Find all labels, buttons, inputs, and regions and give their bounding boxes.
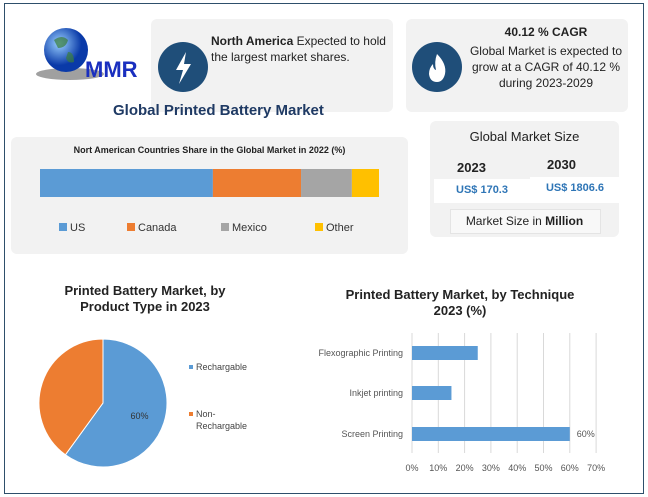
pie-slice-0 [64, 338, 168, 468]
stacked-bar-card: Nort American Countries Share in the Glo… [11, 137, 408, 254]
legend-label: Rechargable [196, 362, 247, 372]
x-tick-label: 20% [456, 463, 474, 473]
legend-label: Non- [196, 409, 216, 419]
legend-swatch [221, 223, 229, 231]
pie-title: Printed Battery Market, by Product Type … [64, 283, 226, 314]
market-size-unit: Market Size in Million [465, 214, 584, 228]
year-2023: 2023 [457, 160, 486, 175]
lightning-icon [158, 42, 208, 92]
x-tick-label: 10% [429, 463, 447, 473]
mmr-logo: MMR [30, 22, 150, 82]
value-2023: US$ 170.3 [456, 184, 508, 196]
x-tick-label: 50% [534, 463, 552, 473]
legend-swatch [127, 223, 135, 231]
category-label: Screen Printing [341, 429, 403, 439]
main-title: Global Printed Battery Market [113, 102, 324, 119]
x-tick-label: 0% [405, 463, 418, 473]
legend-label: Canada [138, 222, 177, 234]
stacked-segment-mexico [301, 169, 352, 197]
legend-label: Other [326, 222, 354, 234]
info-region-text: North America Expected to hold the large… [211, 34, 386, 64]
x-tick-label: 40% [508, 463, 526, 473]
stacked-segment-other [351, 169, 379, 197]
technique-title: Printed Battery Market, by Technique 202… [345, 287, 575, 318]
value-2030: US$ 1806.6 [545, 182, 605, 194]
bar [412, 386, 452, 400]
legend-swatch [59, 223, 67, 231]
x-tick-label: 30% [482, 463, 500, 473]
frame-border [4, 3, 644, 494]
category-label: Flexographic Printing [318, 348, 403, 358]
info-card-cagr: 40.12 % CAGR Global Market is expected t… [406, 19, 628, 112]
pie-slice-1 [38, 338, 104, 456]
globe-icon: MMR [36, 28, 138, 82]
bar [412, 346, 478, 360]
legend-label: Mexico [232, 222, 267, 234]
pie-data-label: 60% [131, 411, 149, 421]
year-2030: 2030 [547, 157, 576, 172]
market-size-card: Global Market Size 2023 2030 US$ 170.3 U… [430, 121, 620, 237]
technique-bar-chart: 0% 10% 20% 30% 40% 50% 60% 70% Flexographic Prin… [318, 333, 605, 473]
legend-label: US [70, 222, 85, 234]
bar-data-label: 60% [577, 429, 595, 439]
market-size-title: Global Market Size [469, 129, 580, 144]
pie-chart: 60% Rechargable Non- Rechargable [38, 338, 247, 468]
x-tick-label: 70% [587, 463, 605, 473]
flame-icon [412, 42, 462, 92]
stacked-segment-canada [212, 169, 302, 197]
category-label: Inkjet printing [349, 388, 403, 398]
legend-swatch [315, 223, 323, 231]
legend-swatch [189, 365, 193, 369]
x-tick-label: 60% [561, 463, 579, 473]
stacked-chart-title: Nort American Countries Share in the Glo… [73, 145, 346, 155]
legend-swatch [189, 412, 193, 416]
bar [412, 427, 570, 441]
stacked-segment-us [40, 169, 213, 197]
info-card-region: North America Expected to hold the large… [151, 19, 393, 112]
svg-text:MMR: MMR [85, 57, 138, 82]
cagr-text: Global Market is expected to grow at a C… [469, 44, 623, 90]
cagr-title: 40.12 % CAGR [504, 25, 588, 39]
stacked-bar-chart: US Canada Mexico Other [40, 169, 379, 234]
legend-label: Rechargable [196, 421, 247, 431]
